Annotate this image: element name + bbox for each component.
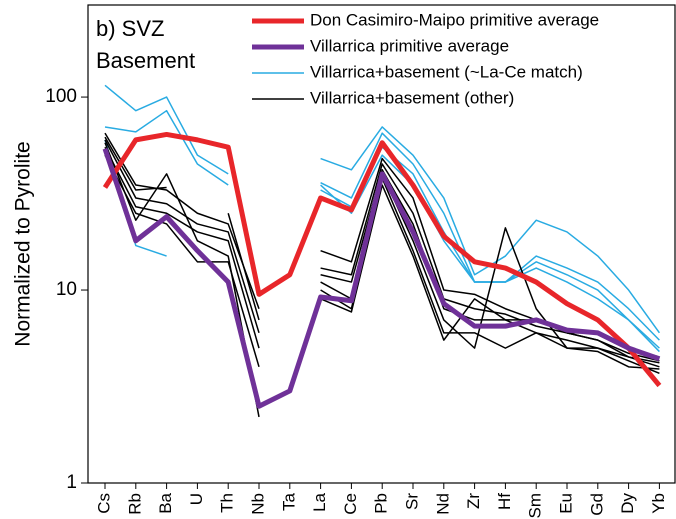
x-tick-label: Gd [587, 493, 606, 516]
x-tick-label: Th [218, 493, 237, 513]
legend-label: Villarrica primitive average [310, 36, 509, 55]
x-tick-label: Hf [495, 493, 514, 510]
y-tick-label: 100 [45, 86, 77, 107]
y-axis-label: Normalized to Pyrolite [12, 141, 35, 346]
legend-label: Villarrica+basement (other) [310, 88, 514, 107]
legend-box [248, 8, 670, 112]
x-tick-label: Ce [341, 493, 360, 515]
y-tick-label: 10 [56, 279, 77, 300]
x-tick-label: Ba [156, 492, 175, 513]
series-line [320, 154, 660, 353]
x-tick-label: U [187, 493, 206, 505]
x-tick-label: Nd [433, 493, 452, 515]
x-tick-label: Yb [649, 493, 668, 514]
x-tick-label: Nb [248, 493, 267, 515]
annotation: b) SVZ [96, 16, 164, 41]
series-line [102, 147, 661, 409]
legend-label: Don Casimiro-Maipo primitive average [310, 10, 599, 29]
series-line [104, 84, 661, 334]
x-tick-label: Rb [125, 493, 144, 515]
x-tick-label: Zr [464, 493, 483, 509]
x-tick-label: Ta [279, 492, 298, 511]
x-tick-label: Sm [526, 493, 545, 519]
y-tick-label: 1 [66, 472, 77, 493]
x-tick-label: Dy [618, 493, 637, 514]
series-line [102, 131, 662, 388]
x-tick-label: Sr [402, 493, 421, 510]
plot-frame [87, 4, 676, 484]
x-tick-label: Pb [372, 493, 391, 514]
x-tick-label: La [310, 492, 329, 511]
x-tick-label: Cs [94, 493, 113, 514]
series-line [104, 142, 660, 418]
annotation: Basement [96, 48, 195, 73]
legend-label: Villarrica+basement (~La-Ce match) [310, 62, 583, 81]
x-tick-label: Eu [556, 493, 575, 514]
